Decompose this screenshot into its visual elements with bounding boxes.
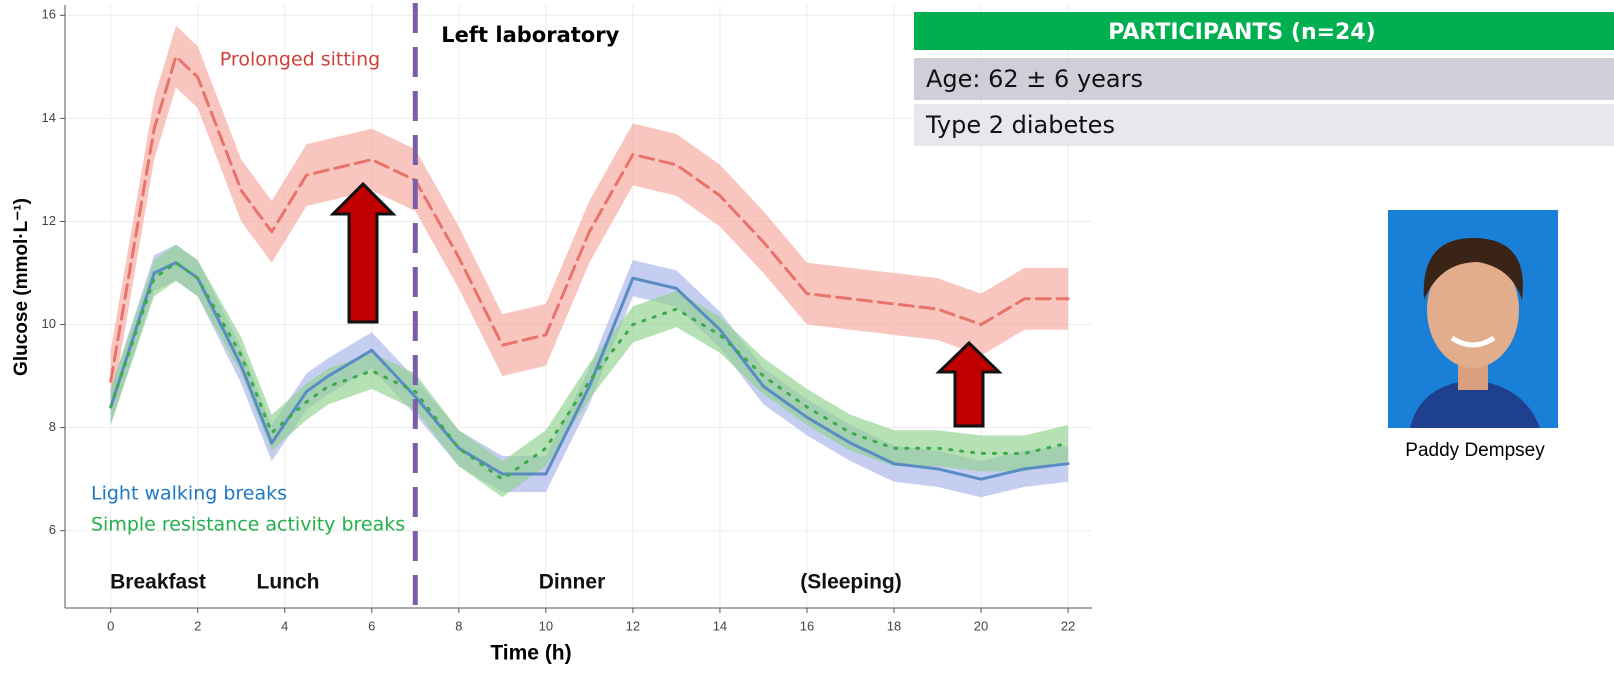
annotation: (Sleeping)	[800, 571, 902, 594]
series-line	[109, 261, 1070, 481]
legend-label: Simple resistance activity breaks	[91, 514, 405, 536]
confidence-band	[110, 25, 1069, 413]
annotation: Breakfast	[110, 571, 206, 594]
confidence-band	[110, 244, 1069, 498]
panel-row-text: Type 2 diabetes	[925, 111, 1115, 139]
panel-header	[914, 12, 1614, 50]
annotation: Lunch	[257, 571, 320, 594]
annotation: Dinner	[539, 571, 606, 594]
x-tick-label: 16	[800, 618, 814, 633]
photo	[1388, 210, 1558, 428]
panel-row	[914, 104, 1614, 146]
y-tick-label: 16	[42, 7, 56, 22]
photo-caption: Paddy Dempsey	[1405, 440, 1545, 461]
up-arrow	[329, 181, 397, 324]
legend-label: Light walking breaks	[91, 483, 287, 505]
y-tick-label: 10	[42, 316, 56, 331]
x-tick-label: 0	[107, 618, 114, 633]
up-arrow	[935, 340, 1003, 428]
x-tick-label: 2	[194, 618, 201, 633]
x-tick-label: 14	[713, 618, 727, 633]
x-axis-title: Time (h)	[490, 642, 571, 665]
y-tick-label: 8	[49, 419, 56, 434]
series-line	[109, 55, 1070, 383]
vertical-marker-label: Left laboratory	[441, 23, 619, 47]
y-tick-label: 14	[42, 110, 56, 125]
x-tick-label: 8	[455, 618, 462, 633]
x-tick-label: 18	[887, 618, 901, 633]
y-tick-label: 6	[49, 522, 56, 537]
x-tick-label: 10	[539, 618, 553, 633]
x-tick-label: 6	[368, 618, 375, 633]
x-tick-label: 20	[974, 618, 988, 633]
x-tick-label: 22	[1061, 618, 1075, 633]
panel-row	[914, 58, 1614, 100]
panel-title: PARTICIPANTS (n=24)	[1108, 20, 1375, 45]
y-tick-label: 12	[42, 213, 56, 228]
series-line	[109, 261, 1070, 481]
panel-row-text: Age: 62 ± 6 years	[926, 65, 1143, 93]
x-tick-label: 12	[626, 618, 640, 633]
legend-label: Prolonged sitting	[220, 49, 380, 71]
x-tick-label: 4	[281, 618, 288, 633]
y-axis-title: Glucose (mmol·L⁻¹)	[11, 198, 32, 376]
